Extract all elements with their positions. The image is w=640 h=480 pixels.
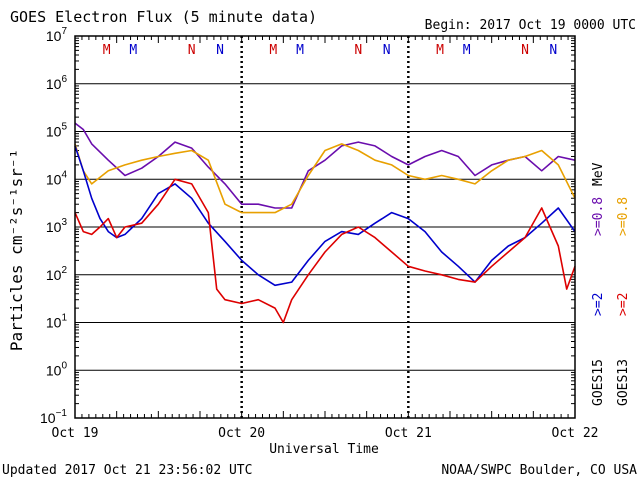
local-time-marker: M (129, 43, 137, 58)
x-tick-label: Oct 20 (218, 426, 265, 441)
x-tick-label: Oct 19 (52, 426, 99, 441)
y-axis-label: Particles cm⁻²s⁻¹sr⁻¹ (7, 149, 26, 351)
x-tick-label: Oct 21 (385, 426, 432, 441)
legend-goes13: GOES13 (616, 359, 631, 406)
legend: MeV >=0.8 >=0.8 >=2 >=2 GOES15 GOES13 (591, 162, 631, 406)
local-time-marker: N (354, 43, 362, 58)
local-time-marker: M (269, 43, 277, 58)
legend-goes15: GOES15 (591, 359, 606, 406)
local-time-marker: N (383, 43, 391, 58)
local-time-marker: M (103, 43, 111, 58)
chart-title: GOES Electron Flux (5 minute data) (10, 8, 317, 26)
local-time-marker: M (296, 43, 304, 58)
local-time-marker: M (436, 43, 444, 58)
series-line-2 (74, 143, 576, 214)
updated-timestamp: Updated 2017 Oct 21 23:56:02 UTC (2, 463, 252, 478)
y-tick-label: 102 (46, 265, 68, 283)
y-tick-label: 105 (46, 122, 68, 140)
plot-area: 10−1 100 101 102 103 104 105 106 107 Oct 19 Oct 20… (40, 26, 598, 441)
series-line-3 (74, 145, 576, 287)
legend-goes13-low-energy: >=2 (616, 293, 631, 316)
source-credit: NOAA/SWPC Boulder, CO USA (441, 463, 637, 478)
y-tick-label: 106 (46, 74, 68, 92)
legend-mev: MeV (591, 162, 606, 186)
plot-frame (74, 35, 576, 419)
x-axis-label: Universal Time (269, 442, 379, 457)
y-tick-label: 107 (46, 26, 68, 44)
legend-goes13-high-energy: >=0.8 (616, 197, 631, 236)
legend-goes15-low-energy: >=2 (591, 293, 606, 316)
x-tick-label: Oct 22 (552, 426, 599, 441)
y-tick-label: 100 (46, 360, 68, 378)
series-line-4 (74, 178, 576, 324)
y-tick-label: 104 (46, 169, 68, 187)
local-time-marker: N (549, 43, 557, 58)
local-time-marker: M (463, 43, 471, 58)
begin-time: Begin: 2017 Oct 19 0000 UTC (425, 18, 636, 33)
local-time-marker: N (216, 43, 224, 58)
y-tick-label: 10−1 (40, 408, 67, 426)
series-line-1 (74, 122, 576, 209)
y-tick-label: 101 (46, 313, 68, 331)
local-time-marker: N (188, 43, 196, 58)
y-tick-label: 103 (46, 217, 68, 235)
legend-goes15-high-energy: >=0.8 (591, 197, 606, 236)
local-time-marker: N (521, 43, 529, 58)
